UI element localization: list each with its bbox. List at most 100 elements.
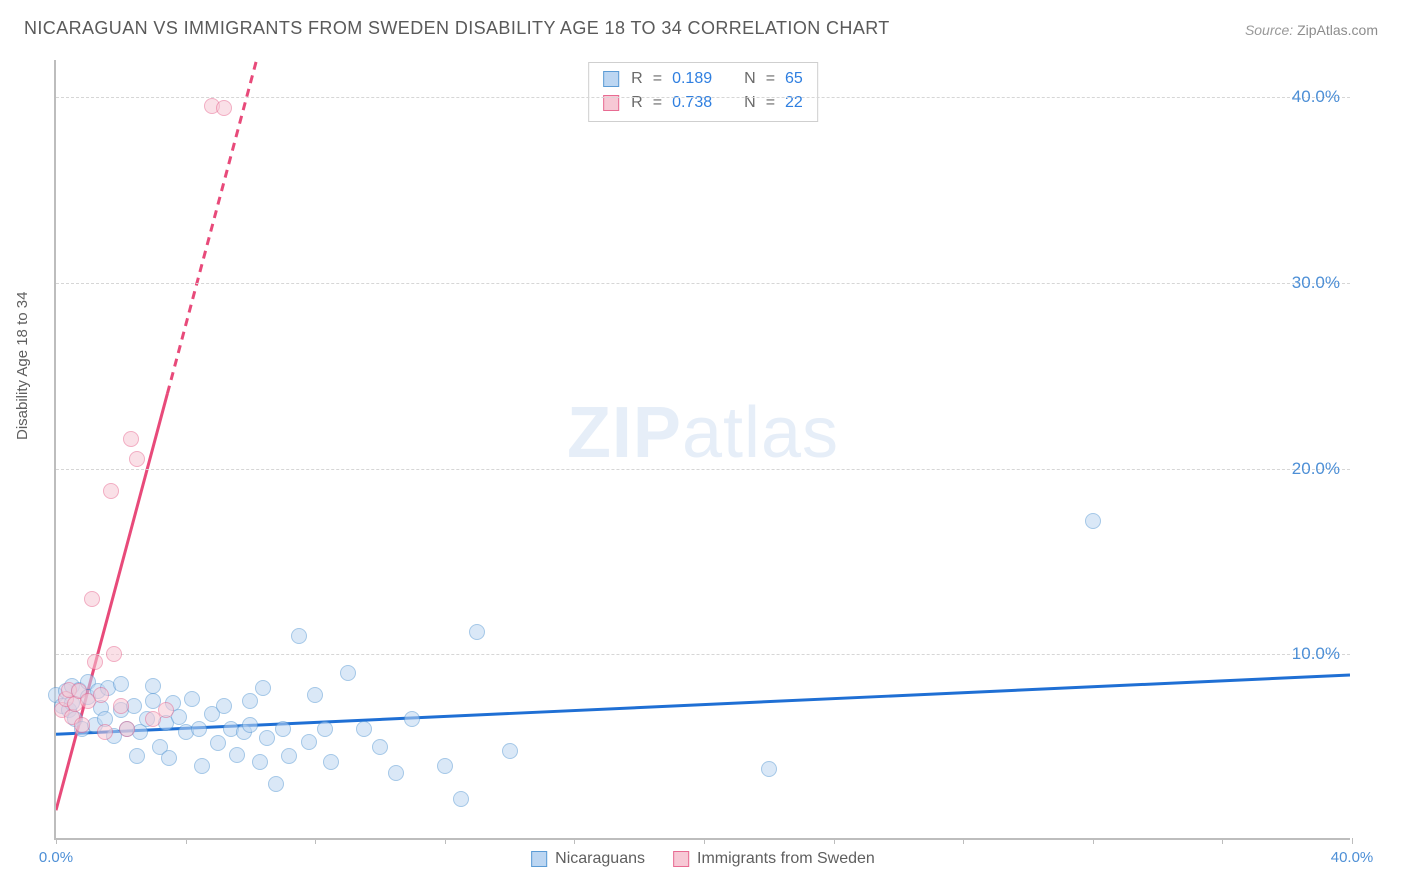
- x-tick: [834, 838, 835, 844]
- data-point: [129, 748, 145, 764]
- data-point: [103, 483, 119, 499]
- y-tick-label: 10.0%: [1292, 644, 1340, 664]
- stats-legend-box: R = 0.189 N = 65 R = 0.738 N = 22: [588, 62, 818, 122]
- y-tick-label: 40.0%: [1292, 87, 1340, 107]
- n-value-series2: 22: [785, 91, 803, 115]
- x-tick: [963, 838, 964, 844]
- x-tick: [704, 838, 705, 844]
- data-point: [372, 739, 388, 755]
- y-tick-label: 20.0%: [1292, 459, 1340, 479]
- data-point: [340, 665, 356, 681]
- data-point: [74, 717, 90, 733]
- data-point: [84, 591, 100, 607]
- data-point: [229, 747, 245, 763]
- data-point: [191, 721, 207, 737]
- data-point: [158, 702, 174, 718]
- data-point: [145, 678, 161, 694]
- stats-row-series2: R = 0.738 N = 22: [603, 91, 803, 115]
- data-point: [291, 628, 307, 644]
- data-point: [268, 776, 284, 792]
- scatter-plot: ZIPatlas R = 0.189 N = 65 R = 0.738 N = …: [54, 60, 1350, 840]
- watermark: ZIPatlas: [567, 392, 839, 474]
- y-axis-label: Disability Age 18 to 34: [14, 292, 31, 440]
- swatch-series1: [603, 71, 619, 87]
- data-point: [1085, 513, 1101, 529]
- data-point: [129, 451, 145, 467]
- x-tick: [445, 838, 446, 844]
- data-point: [307, 687, 323, 703]
- x-tick: [1222, 838, 1223, 844]
- n-value-series1: 65: [785, 67, 803, 91]
- gridline-h: [56, 469, 1350, 470]
- data-point: [301, 734, 317, 750]
- data-point: [113, 676, 129, 692]
- data-point: [259, 730, 275, 746]
- data-point: [502, 743, 518, 759]
- source-label: Source:: [1245, 22, 1293, 38]
- data-point: [317, 721, 333, 737]
- x-tick-label: 40.0%: [1331, 849, 1374, 866]
- legend-label-series1: Nicaraguans: [555, 850, 645, 868]
- legend-item-series1: Nicaraguans: [531, 850, 645, 868]
- n-label: N: [744, 67, 756, 91]
- data-point: [216, 100, 232, 116]
- x-tick: [1352, 838, 1353, 844]
- r-value-series2: 0.738: [672, 91, 712, 115]
- x-tick: [56, 838, 57, 844]
- data-point: [761, 761, 777, 777]
- source-attribution: Source: ZipAtlas.com: [1245, 22, 1378, 38]
- data-point: [113, 698, 129, 714]
- legend-bottom: Nicaraguans Immigrants from Sweden: [531, 850, 875, 868]
- data-point: [123, 431, 139, 447]
- stats-row-series1: R = 0.189 N = 65: [603, 67, 803, 91]
- chart-title: NICARAGUAN VS IMMIGRANTS FROM SWEDEN DIS…: [24, 18, 890, 39]
- data-point: [210, 735, 226, 751]
- source-value: ZipAtlas.com: [1297, 22, 1378, 38]
- r-label: R: [631, 67, 643, 91]
- data-point: [194, 758, 210, 774]
- x-tick-label: 0.0%: [39, 849, 73, 866]
- data-point: [388, 765, 404, 781]
- n-label: N: [744, 91, 756, 115]
- eq-sign: =: [766, 91, 775, 115]
- x-tick: [315, 838, 316, 844]
- x-tick: [186, 838, 187, 844]
- data-point: [87, 654, 103, 670]
- x-tick: [1093, 838, 1094, 844]
- data-point: [242, 693, 258, 709]
- data-point: [255, 680, 271, 696]
- legend-swatch-series2: [673, 851, 689, 867]
- data-point: [437, 758, 453, 774]
- data-point: [404, 711, 420, 727]
- r-label: R: [631, 91, 643, 115]
- legend-label-series2: Immigrants from Sweden: [697, 850, 875, 868]
- legend-swatch-series1: [531, 851, 547, 867]
- data-point: [469, 624, 485, 640]
- watermark-atlas: atlas: [682, 393, 839, 473]
- legend-item-series2: Immigrants from Sweden: [673, 850, 875, 868]
- data-point: [93, 687, 109, 703]
- gridline-h: [56, 97, 1350, 98]
- data-point: [184, 691, 200, 707]
- eq-sign: =: [653, 91, 662, 115]
- data-point: [323, 754, 339, 770]
- watermark-zip: ZIP: [567, 393, 682, 473]
- eq-sign: =: [766, 67, 775, 91]
- gridline-h: [56, 654, 1350, 655]
- data-point: [161, 750, 177, 766]
- data-point: [281, 748, 297, 764]
- x-tick: [574, 838, 575, 844]
- data-point: [275, 721, 291, 737]
- data-point: [356, 721, 372, 737]
- data-point: [252, 754, 268, 770]
- data-point: [106, 646, 122, 662]
- data-point: [242, 717, 258, 733]
- data-point: [453, 791, 469, 807]
- r-value-series1: 0.189: [672, 67, 712, 91]
- data-point: [119, 721, 135, 737]
- data-point: [97, 724, 113, 740]
- eq-sign: =: [653, 67, 662, 91]
- data-point: [216, 698, 232, 714]
- gridline-h: [56, 283, 1350, 284]
- y-tick-label: 30.0%: [1292, 273, 1340, 293]
